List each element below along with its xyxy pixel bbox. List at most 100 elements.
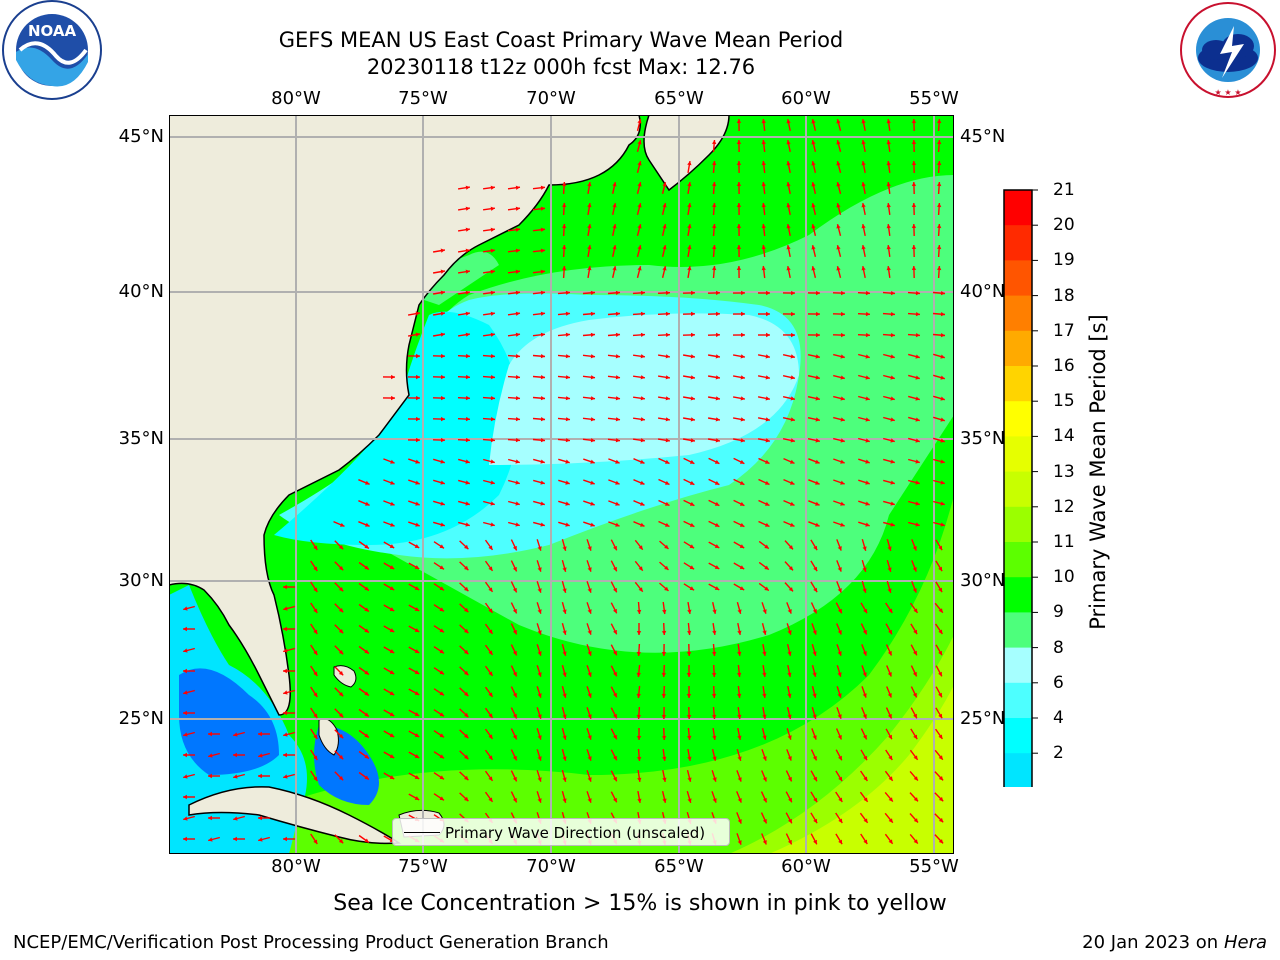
wave-arrowhead <box>687 735 692 740</box>
wave-arrowhead <box>490 206 495 211</box>
wave-arrowhead <box>841 311 845 317</box>
wave-arrowhead <box>338 734 344 739</box>
wave-arrowhead <box>739 544 745 548</box>
wave-arrowhead <box>464 649 469 655</box>
wave-arrowhead <box>840 396 845 401</box>
lon-tick-top-70w: 70°W <box>526 88 576 109</box>
wave-arrowhead <box>890 459 895 464</box>
colorbar-segment <box>1004 225 1032 261</box>
north-america-land <box>169 115 641 716</box>
wave-arrowhead <box>540 227 545 232</box>
wave-arrowhead <box>762 777 767 782</box>
wave-arrowhead <box>865 417 870 422</box>
wave-arrowhead <box>640 501 645 506</box>
wave-arrowhead <box>662 756 667 761</box>
wave-arrowhead <box>887 588 892 593</box>
wave-arrowhead <box>712 266 717 271</box>
wave-arrowhead <box>790 522 795 527</box>
wave-arrowhead <box>488 650 493 655</box>
wave-arrowhead <box>183 648 188 653</box>
wave-arrowhead <box>937 203 942 208</box>
wave-period-map <box>169 115 954 854</box>
wave-arrowhead <box>662 245 667 250</box>
wave-arrowhead <box>364 607 369 612</box>
wave-arrowhead <box>562 266 567 271</box>
wave-arrowhead <box>762 672 767 677</box>
wave-arrowhead <box>715 396 720 401</box>
wave-arrowhead <box>861 140 866 145</box>
colorbar-label: 4 <box>1053 708 1064 728</box>
wave-arrowhead <box>712 140 717 145</box>
wave-arrowhead <box>515 311 520 316</box>
wave-arrowhead <box>540 332 545 337</box>
wave-arrowhead <box>587 588 592 593</box>
wave-arrowhead <box>736 140 742 144</box>
wave-arrowhead <box>861 182 866 187</box>
wave-arrowhead <box>712 651 717 656</box>
wave-arrowhead <box>414 691 420 695</box>
wave-arrowhead <box>716 290 720 296</box>
wave-arrowhead <box>464 775 469 781</box>
wave-arrowhead <box>888 608 893 613</box>
wave-arrowhead <box>613 566 617 572</box>
wave-arrowhead <box>414 796 420 800</box>
wave-arrowhead <box>812 609 817 614</box>
wave-arrowhead <box>715 417 720 422</box>
wave-arrowhead <box>888 818 893 823</box>
wave-arrowhead <box>414 733 420 737</box>
wave-arrowhead <box>912 671 917 677</box>
wave-arrowhead <box>865 354 870 359</box>
wave-arrowhead <box>890 375 895 380</box>
wave-arrowhead <box>661 672 666 677</box>
wave-arrowhead <box>938 629 943 634</box>
wave-arrowhead <box>762 630 767 635</box>
wave-arrowhead <box>913 608 918 613</box>
wave-arrowhead <box>813 776 817 782</box>
wave-arrowhead <box>865 396 870 401</box>
colorbar-label: 8 <box>1053 637 1064 658</box>
wave-arrowhead <box>233 752 237 758</box>
wave-arrowhead <box>562 224 567 229</box>
wave-arrowhead <box>712 203 717 208</box>
wave-arrowhead <box>515 185 520 190</box>
lat-gridlines <box>169 136 954 720</box>
wave-arrowhead <box>886 161 891 166</box>
wave-arrowhead <box>788 587 793 592</box>
wave-arrowhead <box>640 522 645 527</box>
wave-arrowhead <box>364 775 369 780</box>
wave-arrowhead <box>587 630 592 635</box>
period-zone-2-4-core <box>179 668 279 775</box>
wave-arrowhead <box>714 522 720 527</box>
wave-arrowhead <box>313 608 318 613</box>
wave-arrowhead <box>640 311 645 316</box>
wave-arrowhead <box>687 756 692 761</box>
wave-arrowhead <box>737 777 742 782</box>
wave-arrowhead <box>762 756 767 761</box>
wave-arrowhead <box>364 712 369 717</box>
wave-arrowhead <box>712 735 717 740</box>
wave-arrowhead <box>913 713 917 719</box>
wave-arrowhead <box>662 224 667 229</box>
wave-arrowhead <box>414 607 420 611</box>
wave-arrowhead <box>313 776 318 781</box>
andros-land <box>318 718 339 756</box>
wave-arrowhead <box>913 797 918 802</box>
wave-arrowhead <box>416 395 420 401</box>
wave-arrowhead <box>465 290 470 295</box>
wave-arrowhead <box>815 354 820 359</box>
wave-arrowhead <box>488 587 493 592</box>
wave-arrowhead <box>590 311 595 316</box>
colorbar-segment <box>1004 542 1032 578</box>
wave-arrowhead <box>837 714 842 719</box>
wave-arrowhead <box>841 332 845 338</box>
wave-arrowhead <box>686 715 692 719</box>
wave-arrowhead <box>637 140 642 145</box>
wave-arrowhead <box>911 266 917 270</box>
wave-arrowhead <box>640 290 645 295</box>
wave-arrowhead <box>565 501 570 506</box>
wave-arrowhead <box>615 522 620 527</box>
wave-arrowhead <box>940 396 945 401</box>
wave-arrowhead <box>812 756 817 761</box>
wave-arrowhead <box>389 754 395 758</box>
wave-arrowhead <box>389 712 395 716</box>
